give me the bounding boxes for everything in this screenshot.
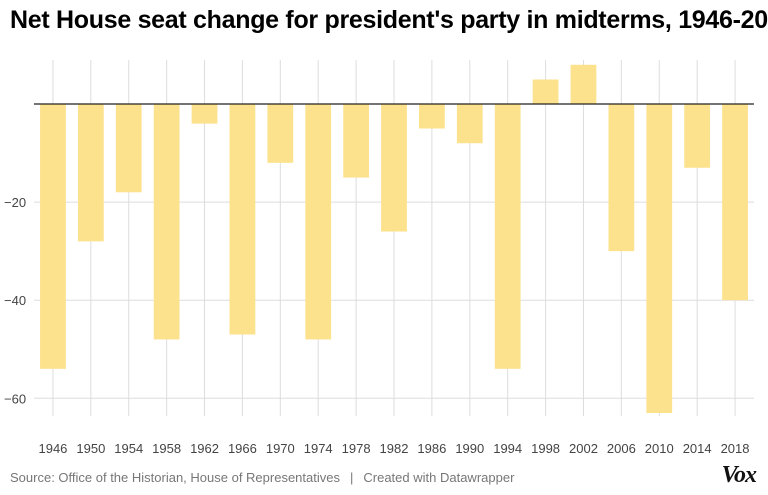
x-tick-label: 1998 (531, 441, 560, 456)
bar-2002 (570, 64, 597, 104)
chart-footer: Source: Office of the Historian, House o… (10, 470, 514, 485)
bar-layer (40, 64, 748, 413)
x-tick-label: 1974 (304, 441, 333, 456)
bar-1974 (305, 104, 332, 340)
bar-1966 (229, 104, 256, 335)
x-tick-label: 2006 (607, 441, 636, 456)
axis-layer: −20 −40 −60 1946 1950 1954 1958 1962 1966 1970 197… (4, 103, 754, 456)
bar-1946 (40, 104, 66, 369)
footer-separator: | (349, 470, 354, 485)
bar-2014 (684, 104, 711, 168)
x-tick-label: 1994 (493, 441, 522, 456)
bar-1990 (456, 104, 483, 144)
x-tick-label: 2014 (683, 441, 712, 456)
x-tick-label: 1954 (114, 441, 143, 456)
x-tick-label: 1990 (455, 441, 484, 456)
x-tick-label: 1958 (152, 441, 181, 456)
x-tick-label: 1986 (417, 441, 446, 456)
x-tick-label: 1982 (380, 441, 409, 456)
vox-logo: Vox (721, 462, 757, 488)
bar-1962 (191, 104, 218, 124)
bar-1982 (381, 104, 407, 232)
credit-note: Created with Datawrapper (363, 470, 515, 485)
x-tick-label: 1950 (76, 441, 105, 456)
bar-1970 (267, 104, 294, 163)
x-tick-label: 1966 (228, 441, 257, 456)
bar-2018 (722, 104, 748, 301)
bar-2010 (646, 104, 673, 413)
bar-1994 (494, 104, 521, 369)
x-tick-label: 1978 (342, 441, 371, 456)
y-tick-label: −20 (4, 195, 26, 210)
x-tick-label: 1970 (266, 441, 295, 456)
x-tick-label: 1946 (38, 441, 67, 456)
x-tick-label: 2010 (645, 441, 674, 456)
bar-1986 (419, 104, 445, 129)
chart-title: Net House seat change for president's pa… (10, 6, 768, 34)
bar-1950 (77, 104, 104, 242)
x-tick-label: 1962 (190, 441, 219, 456)
x-tick-label: 2018 (721, 441, 750, 456)
bar-1978 (343, 104, 369, 178)
y-tick-label: −60 (4, 391, 26, 406)
y-tick-label: −40 (4, 293, 26, 308)
bar-1954 (115, 104, 142, 193)
x-tick-label: 2002 (569, 441, 598, 456)
bar-1958 (153, 104, 180, 340)
bar-1998 (532, 79, 559, 104)
bar-2006 (608, 104, 635, 252)
source-note: Source: Office of the Historian, House o… (10, 470, 340, 485)
